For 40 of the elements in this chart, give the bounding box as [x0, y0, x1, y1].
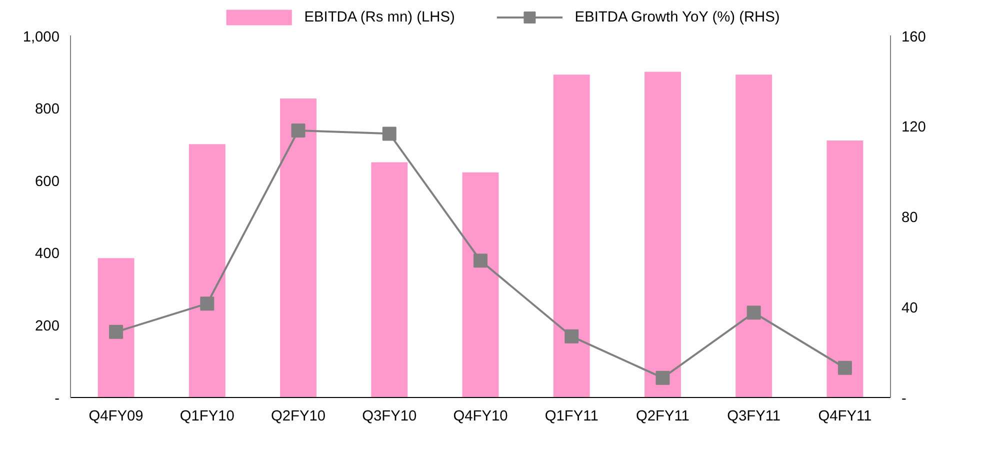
y-tick-label: 600	[35, 174, 60, 190]
bar	[188, 144, 226, 398]
point	[291, 124, 306, 138]
x-tick-label: Q1FY11	[544, 408, 598, 424]
point	[474, 254, 488, 268]
legend-label: EBITDA Growth YoY (%) (RHS)	[574, 10, 780, 26]
point	[109, 324, 124, 339]
point	[564, 329, 579, 344]
x-tick-label: Q4FY09	[88, 408, 144, 424]
y-tick-label: 400	[35, 246, 60, 262]
bar	[371, 162, 408, 398]
x-tick-label: Q3FY11	[727, 408, 781, 424]
y2-tick-label: 120	[902, 120, 926, 136]
x-tick-label: Q1FY10	[180, 408, 234, 424]
y-tick-label: 800	[35, 101, 60, 118]
bar	[280, 98, 316, 398]
bar	[553, 74, 590, 398]
y-tick-label: 200	[35, 318, 60, 335]
y-tick-label: -	[54, 391, 60, 407]
x-tick-label: Q3FY10	[362, 408, 417, 424]
bar	[826, 140, 864, 398]
x-tick-label: Q4FY11	[818, 408, 872, 424]
legend-label: EBITDA (Rs mn) (LHS)	[304, 10, 455, 26]
point	[746, 306, 761, 320]
bar	[98, 258, 134, 398]
point	[838, 360, 852, 375]
point	[382, 126, 396, 141]
y2-tick-label: -	[902, 391, 906, 407]
x-tick-label: Q4FY10	[453, 408, 508, 424]
y2-tick-label: 80	[902, 210, 918, 226]
point	[656, 370, 670, 385]
x-tick-label: Q2FY10	[270, 408, 326, 424]
point	[200, 296, 214, 311]
bar	[644, 72, 681, 398]
bar	[736, 74, 772, 398]
y2-tick-label: 40	[902, 300, 918, 316]
y2-tick-label: 160	[902, 30, 926, 46]
y-tick-label: 1,000	[22, 30, 60, 46]
x-tick-label: Q2FY11	[636, 408, 690, 424]
bar	[462, 172, 499, 398]
